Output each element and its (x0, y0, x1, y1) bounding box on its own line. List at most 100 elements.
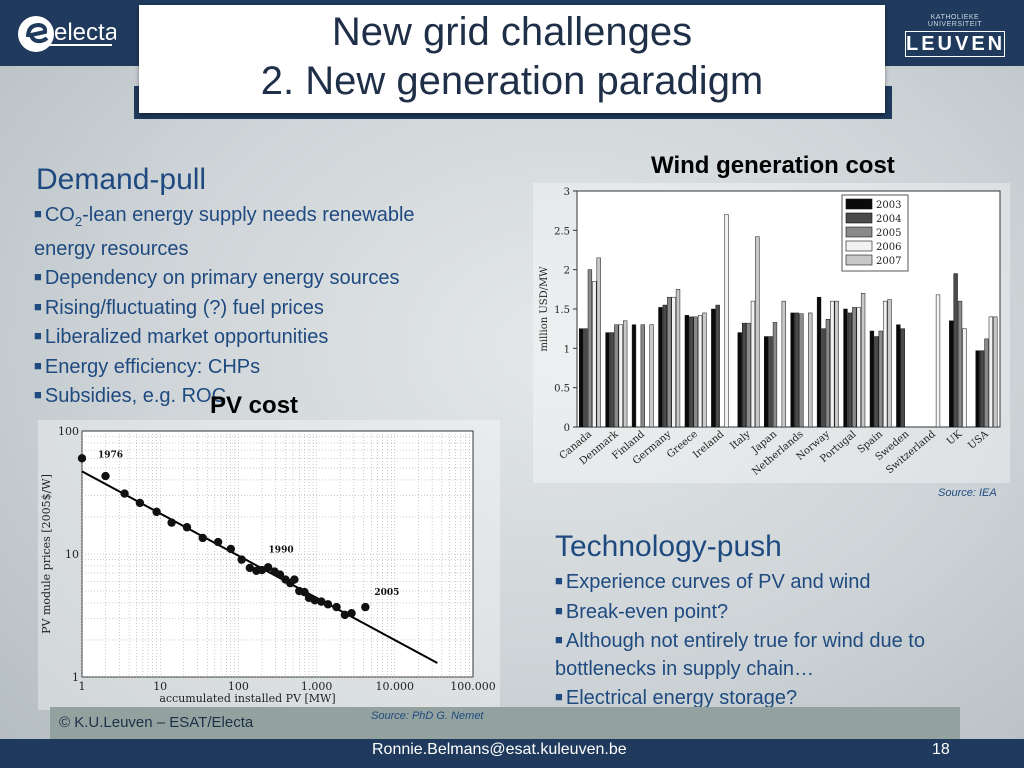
x-tick-label: USA (966, 428, 991, 451)
bullet-dependency: ■ Dependency on primary energy sources (34, 267, 400, 289)
bar (988, 316, 994, 428)
bar (671, 296, 676, 428)
y-tick-label: 100 (58, 425, 79, 438)
bar (852, 307, 857, 428)
bar (843, 308, 848, 428)
y-tick-label: 0.5 (554, 384, 570, 395)
wind-chart-panel: 0 0.5 1 1.5 2 2.5 3 million USD/MW Canada Denmark… (533, 183, 1010, 483)
data-point (361, 602, 370, 612)
demand-bullets: ■ CO2-lean energy supply needs renewable … (34, 200, 415, 411)
bar (860, 293, 866, 428)
bar (781, 300, 786, 428)
bar (856, 307, 861, 428)
bar (808, 312, 813, 428)
bar (887, 299, 892, 428)
bar (878, 330, 883, 428)
bar (979, 350, 985, 428)
bullet-break-even: ■ Break-even point? (555, 600, 729, 623)
legend-label: 2004 (876, 214, 901, 225)
bar (587, 269, 593, 428)
y-tick-label: 1 (564, 344, 570, 355)
bar (741, 322, 747, 428)
bar (900, 328, 905, 428)
pv-chart-panel: 1 10 100 1.000 10.000 100.000 1 10 100 accumulate… (38, 420, 500, 710)
data-point (213, 537, 223, 547)
annotation-1990: 1990 (269, 546, 294, 556)
x-tick-label: Italy (728, 429, 753, 452)
page-number: 18 (932, 741, 950, 758)
bar (874, 336, 879, 428)
electa-logo-text: electa (54, 19, 116, 46)
data-point (152, 507, 161, 517)
legend-label: 2003 (876, 200, 901, 211)
bullet-wind-bottleneck: ■ Although not entirely true for wind due… (555, 630, 925, 652)
y-tick-label: 10 (65, 548, 79, 561)
bar (697, 315, 703, 428)
footer-email: Ronnie.Belmans@esat.kuleuven.be (372, 741, 627, 758)
y-axis-label: million USD/MW (539, 266, 550, 352)
legend-label: 2006 (876, 242, 901, 253)
data-point (310, 596, 320, 605)
data-point (300, 587, 309, 597)
bar (755, 236, 760, 428)
data-point (263, 563, 273, 572)
bar (662, 304, 667, 428)
bar (702, 312, 707, 428)
leuven-logo-small: KATHOLIEKE UNIVERSITEIT (927, 14, 983, 28)
footer-band (50, 707, 960, 739)
bar (737, 332, 742, 428)
bar (825, 318, 831, 428)
pv-chart-title: PV cost (210, 392, 299, 419)
bar (658, 307, 663, 428)
x-tick-label: 1 (79, 680, 86, 693)
data-point (347, 609, 356, 618)
wind-chart-title: Wind generation cost (651, 152, 895, 179)
data-point (275, 570, 285, 579)
x-tick-label: 10 (153, 680, 167, 693)
y-axis-label: PV module prices [2005$/W] (40, 474, 53, 634)
legend-swatch (845, 240, 873, 252)
bar (592, 281, 597, 428)
data-point (317, 597, 326, 606)
bar (847, 312, 853, 428)
bar (957, 300, 963, 428)
leuven-logo: KATHOLIEKE UNIVERSITEIT LEUVEN (905, 14, 1005, 57)
bar (949, 320, 954, 428)
bullet-co2-cont: energy resources (34, 237, 189, 260)
x-tick-label: 100 (228, 680, 249, 693)
bar (724, 214, 729, 428)
bar (821, 328, 826, 428)
bar (640, 324, 645, 428)
bar (962, 328, 967, 428)
bar (711, 308, 716, 428)
bar (772, 322, 778, 428)
bar (984, 338, 989, 428)
bar (618, 324, 623, 428)
source-iea: Source: IEA (938, 487, 997, 499)
x-tick-label: 100.000 (450, 680, 496, 693)
data-point (167, 518, 176, 527)
legend-swatch (845, 226, 873, 238)
y-tick-label: 1.5 (554, 305, 570, 316)
legend-swatch (845, 198, 873, 210)
bullet-chp: ■ Energy efficiency: CHPs (34, 355, 261, 378)
bar (693, 316, 698, 428)
bar (609, 332, 615, 428)
bar (649, 324, 654, 428)
x-tick-label: 10.000 (376, 680, 415, 693)
technology-push-heading: Technology-push (555, 530, 782, 563)
data-point (101, 471, 110, 481)
legend-swatch (845, 212, 873, 224)
data-point (323, 600, 333, 609)
annotation-2005: 2005 (374, 588, 399, 598)
bar (882, 300, 888, 428)
pv-chart: 1 10 100 1.000 10.000 100.000110100accumulate… (40, 425, 496, 705)
bar (596, 257, 601, 428)
bar (834, 300, 839, 428)
slide-title-line2: 2. New generation paradigm (260, 59, 764, 103)
bullet-co2: ■ CO2-lean energy supply needs renewable (34, 204, 415, 229)
x-axis-label: accumulated installed PV [MW] (159, 692, 335, 705)
bar (583, 328, 588, 428)
bar (816, 296, 822, 428)
legend-label: 2005 (876, 228, 901, 239)
